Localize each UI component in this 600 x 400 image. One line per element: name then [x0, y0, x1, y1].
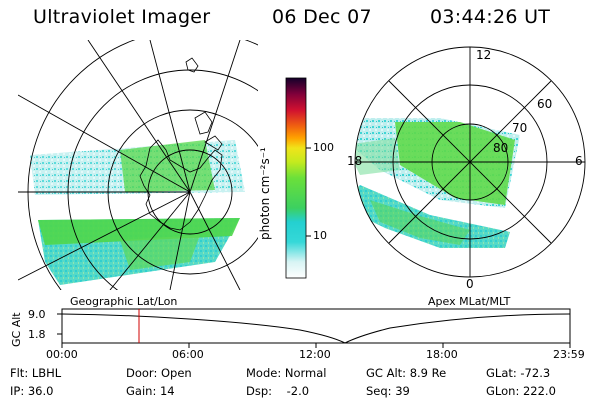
gain-value: Gain: 14 — [126, 384, 175, 398]
dsp-value: Dsp: -2.0 — [246, 384, 310, 398]
filter-value: Flt: LBHL — [10, 366, 62, 380]
colorbar-tick-100: 100 — [313, 141, 334, 154]
altitude-ytick-9: 9.0 — [28, 308, 46, 321]
right-emission-green-upper — [395, 122, 515, 205]
door-value: Door: Open — [126, 366, 192, 380]
gc-alt-value: GC Alt: 8.9 Re — [366, 366, 447, 380]
altitude-curve — [61, 313, 571, 344]
left-map-caption: Geographic Lat/Lon — [70, 295, 178, 308]
glon-value: GLon: 222.0 — [486, 384, 556, 398]
ip-value: IP: 36.0 — [10, 384, 54, 398]
left-emission-green-upper — [120, 140, 215, 192]
altitude-ytick-1-8: 1.8 — [28, 328, 46, 341]
mlat-label-80: 80 — [493, 141, 509, 155]
right-map-caption: Apex MLat/MLT — [428, 295, 511, 308]
mlat-label-70: 70 — [512, 121, 528, 135]
time-label: 03:44:26 UT — [430, 6, 551, 28]
time-tick-0600: 06:00 — [172, 348, 204, 361]
seq-value: Seq: 39 — [366, 384, 410, 398]
time-tick-1800: 18:00 — [426, 348, 458, 361]
instrument-title: Ultraviolet Imager — [33, 6, 211, 28]
time-tick-2359: 23:59 — [553, 348, 585, 361]
date-label: 06 Dec 07 — [272, 6, 372, 28]
coastline — [139, 57, 223, 231]
mode-value: Mode: Normal — [246, 366, 327, 380]
time-tick-0000: 00:00 — [46, 348, 78, 361]
altitude-ylabel: GC Alt — [10, 312, 23, 347]
colorbar-tick-10: 10 — [313, 229, 327, 242]
time-tick-1200: 12:00 — [299, 348, 331, 361]
mlt-label-12: 12 — [476, 48, 492, 62]
mlat-label-60: 60 — [537, 97, 553, 111]
glat-value: GLat: -72.3 — [486, 366, 551, 380]
mlt-label-18: 18 — [347, 154, 363, 168]
mlt-label-0: 0 — [466, 277, 474, 291]
left-emission-green-lower — [38, 218, 240, 245]
mlt-label-6: 6 — [575, 154, 583, 168]
